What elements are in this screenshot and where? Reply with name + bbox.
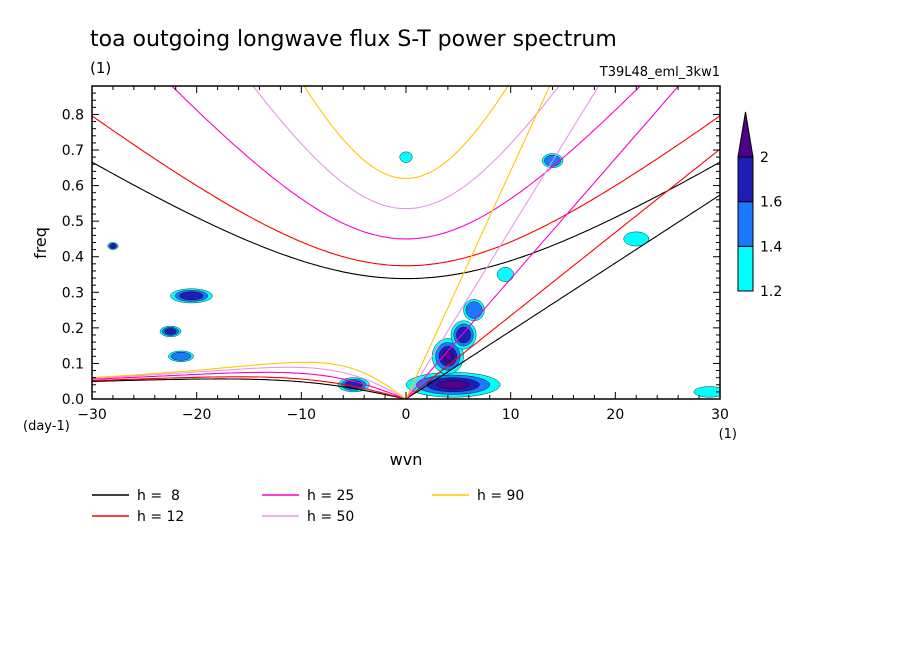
y-axis: 0.0 0.1 0.2 0.3 0.4 0.5 0.6 0.7 0.8 bbox=[62, 85, 720, 408]
contour-blob-3-level-1 bbox=[465, 301, 483, 319]
y-tick-label-7: 0.7 bbox=[62, 143, 84, 159]
contour-blob-12-level-0 bbox=[623, 231, 650, 247]
power-contours bbox=[107, 151, 720, 398]
contour-blob-2-level-2 bbox=[456, 326, 471, 344]
x-tick-label-2: −10 bbox=[287, 407, 317, 423]
dispersion-curve-h90-branch-1 bbox=[303, 86, 509, 180]
colorbar-segment-1 bbox=[737, 201, 754, 247]
contour-blob-7-level-2 bbox=[164, 328, 177, 335]
dispersion-curve-h12-branch-0 bbox=[405, 148, 720, 399]
x-axis-label: wvn bbox=[390, 450, 423, 469]
dispersion-curve-h25-branch-2 bbox=[92, 371, 407, 399]
contour-blob-1-level-3 bbox=[442, 350, 454, 363]
dispersion-curve-h25-branch-0 bbox=[405, 86, 680, 399]
legend-label-0: h = 8 bbox=[137, 488, 180, 504]
colorbar-segment-2 bbox=[737, 156, 754, 203]
y-unit-label: (day-1) bbox=[23, 419, 70, 434]
dispersion-curve-h50-branch-0 bbox=[405, 86, 600, 399]
y-tick-label-0: 0.0 bbox=[62, 392, 84, 408]
chart-title: toa outgoing longwave flux S-T power spe… bbox=[90, 27, 617, 52]
y-tick-label-6: 0.6 bbox=[62, 179, 84, 195]
legend-label-1: h = 12 bbox=[137, 509, 184, 525]
x-tick-label-5: 20 bbox=[606, 407, 624, 423]
dispersion-curve-h50-branch-2 bbox=[92, 366, 407, 399]
y-tick-label-3: 0.3 bbox=[62, 285, 84, 301]
dispersion-curve-h90-branch-0 bbox=[405, 86, 551, 399]
legend-label-3: h = 50 bbox=[307, 509, 354, 525]
colorbar-label-2: 1.6 bbox=[760, 195, 782, 211]
colorbar-extend-arrow bbox=[737, 111, 754, 158]
dispersion-curve-h8-branch-1 bbox=[92, 161, 720, 280]
contour-blob-9-level-2 bbox=[109, 243, 117, 249]
x-axis: −30 −20 −10 0 10 20 30 bbox=[77, 86, 729, 423]
colorbar-label-0: 1.2 bbox=[760, 284, 782, 300]
dispersion-curve-h90-branch-2 bbox=[92, 361, 407, 399]
contour-blob-10-level-0 bbox=[399, 151, 413, 163]
colorbar-segment-0 bbox=[737, 245, 754, 292]
x-tick-label-0: −30 bbox=[77, 407, 107, 423]
x-tick-label-6: 30 bbox=[711, 407, 729, 423]
dispersion-curves bbox=[92, 86, 720, 399]
dispersion-curve-h8-branch-2 bbox=[92, 378, 407, 399]
legend: h = 8 h = 12 h = 25 h = 50 h = 90 bbox=[92, 488, 524, 525]
dispersion-curve-h25-branch-1 bbox=[171, 86, 641, 240]
y-tick-label-4: 0.4 bbox=[62, 250, 84, 266]
dispersion-curve-h50-branch-1 bbox=[252, 86, 560, 210]
x-tick-label-4: 10 bbox=[502, 407, 520, 423]
y-tick-label-1: 0.1 bbox=[62, 356, 84, 372]
run-label: T39L48_eml_3kw1 bbox=[599, 65, 720, 80]
colorbar: 1.2 1.4 1.6 2 bbox=[737, 111, 782, 300]
colorbar-label-1: 1.4 bbox=[760, 239, 782, 255]
legend-label-2: h = 25 bbox=[307, 488, 354, 504]
dispersion-curve-h8-branch-0 bbox=[405, 194, 720, 399]
x-tick-label-3: 0 bbox=[402, 407, 411, 423]
contour-blob-4-level-0 bbox=[496, 267, 515, 282]
y-tick-label-2: 0.2 bbox=[62, 321, 84, 337]
x-unit-label: (1) bbox=[719, 427, 737, 442]
dispersion-curve-h12-branch-1 bbox=[92, 115, 720, 267]
y-tick-label-5: 0.5 bbox=[62, 214, 84, 230]
x-tick-label-1: −20 bbox=[182, 407, 212, 423]
y-axis-label: freq bbox=[31, 227, 50, 259]
contour-blob-6-level-2 bbox=[179, 291, 204, 301]
dispersion-curve-h12-branch-2 bbox=[92, 376, 407, 399]
contour-blob-0-level-3 bbox=[436, 380, 470, 390]
contour-blob-8-level-1 bbox=[170, 351, 191, 361]
legend-label-4: h = 90 bbox=[477, 488, 524, 504]
colorbar-label-3: 2 bbox=[760, 150, 769, 166]
contour-blob-13-level-0 bbox=[693, 386, 720, 398]
y-tick-label-8: 0.8 bbox=[62, 107, 84, 123]
units-label: (1) bbox=[90, 59, 111, 77]
